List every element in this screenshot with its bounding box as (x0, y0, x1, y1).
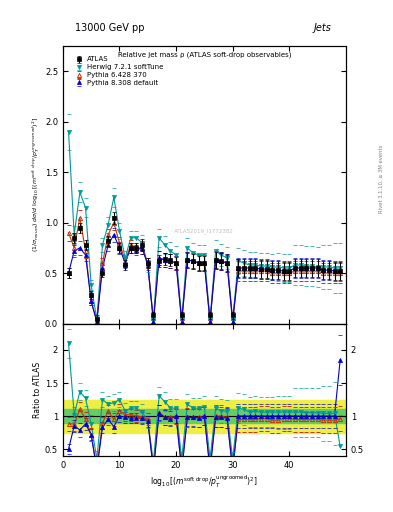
Text: Relative jet mass ρ (ATLAS soft-drop observables): Relative jet mass ρ (ATLAS soft-drop obs… (118, 52, 291, 58)
Legend: ATLAS, Herwig 7.2.1 softTune, Pythia 6.428 370, Pythia 8.308 default: ATLAS, Herwig 7.2.1 softTune, Pythia 6.4… (72, 55, 164, 87)
Y-axis label: $(1/\sigma_{resum})$ $d\sigma/d$ $\log_{10}[(m^{soft\ drop}/p_T^{ungroomed})^2]$: $(1/\sigma_{resum})$ $d\sigma/d$ $\log_{… (31, 117, 42, 252)
Text: Jets: Jets (313, 23, 331, 33)
Text: Rivet 3.1.10, ≥ 3M events: Rivet 3.1.10, ≥ 3M events (379, 145, 384, 214)
X-axis label: $\log_{10}[(m^{\mathrm{soft\ drop}}/p_T^{\mathrm{ungroomed}})^2]$: $\log_{10}[(m^{\mathrm{soft\ drop}}/p_T^… (151, 474, 258, 490)
Text: 13000 GeV pp: 13000 GeV pp (75, 23, 145, 33)
Y-axis label: Ratio to ATLAS: Ratio to ATLAS (33, 361, 42, 418)
Text: ATLAS2019_I1772382: ATLAS2019_I1772382 (174, 228, 234, 233)
